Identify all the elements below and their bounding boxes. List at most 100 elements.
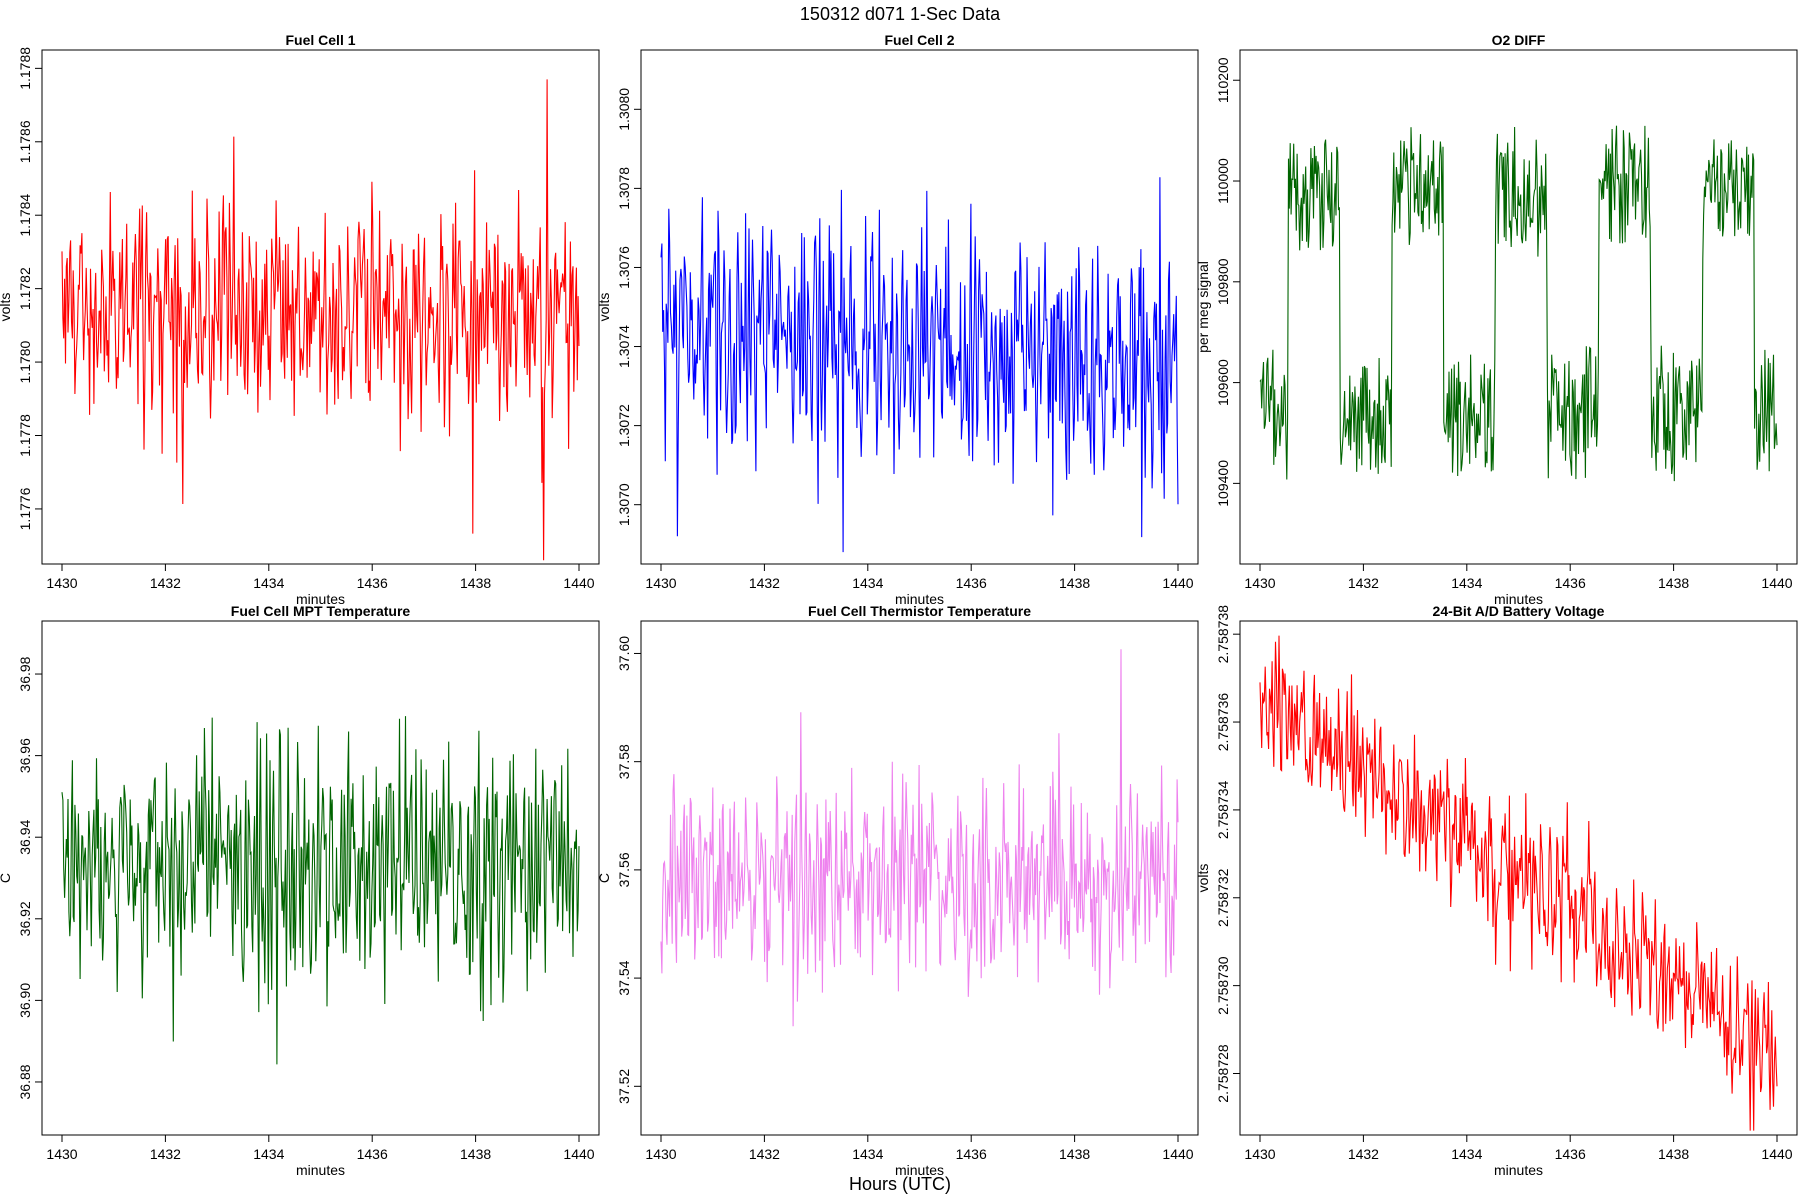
- y-tick-label: 1.1786: [17, 120, 33, 163]
- figure-xlabel: Hours (UTC): [849, 1174, 951, 1194]
- y-tick-label: 1.3076: [616, 246, 632, 289]
- x-tick-label: 1438: [1658, 575, 1689, 591]
- y-tick-label: 1.3072: [616, 404, 632, 447]
- x-tick-label: 1432: [1348, 575, 1379, 591]
- x-tick-label: 1432: [1348, 1146, 1379, 1162]
- x-tick-label: 1434: [1451, 1146, 1482, 1162]
- y-tick-label: 1.1788: [17, 47, 33, 90]
- y-tick-label: 109400: [1215, 460, 1231, 507]
- y-tick-label: 109600: [1215, 359, 1231, 406]
- x-tick-label: 1436: [956, 575, 987, 591]
- y-axis-label: volts: [596, 293, 612, 322]
- plot-frame: [41, 49, 600, 565]
- chart-panel: 24-Bit A/D Battery Voltage 1430 1432 1434 14…: [1195, 603, 1798, 1178]
- chart-title: 24-Bit A/D Battery Voltage: [1433, 603, 1605, 619]
- plot-frame: [640, 49, 1199, 565]
- x-tick-label: 1430: [645, 575, 676, 591]
- x-axis-label: minutes: [296, 591, 345, 607]
- x-tick-label: 1440: [1162, 575, 1193, 591]
- x-axis-label: minutes: [895, 1162, 944, 1178]
- x-axis-label: minutes: [895, 591, 944, 607]
- chart-title: Fuel Cell 2: [884, 32, 954, 48]
- x-tick-label: 1436: [1555, 1146, 1586, 1162]
- x-tick-label: 1432: [150, 575, 181, 591]
- x-tick-label: 1432: [749, 1146, 780, 1162]
- chart-title: Fuel Cell Thermistor Temperature: [808, 603, 1031, 619]
- y-tick-label: 36.94: [17, 819, 33, 854]
- x-tick-label: 1436: [1555, 575, 1586, 591]
- y-tick-label: 110000: [1215, 158, 1231, 204]
- chart-title: O2 DIFF: [1492, 32, 1546, 48]
- x-tick-label: 1434: [852, 575, 883, 591]
- plot-frame: [41, 620, 600, 1136]
- x-tick-label: 1436: [357, 575, 388, 591]
- y-tick-label: 37.60: [616, 636, 632, 671]
- y-tick-label: 37.58: [616, 744, 632, 779]
- x-tick-label: 1440: [563, 575, 594, 591]
- figure-title: 150312 d071 1-Sec Data: [800, 4, 1001, 24]
- x-tick-label: 1438: [1059, 575, 1090, 591]
- x-tick-label: 1430: [1244, 575, 1275, 591]
- y-tick-label: 36.98: [17, 656, 33, 691]
- chart-panel: Fuel Cell 1 1430 1432 1434 1436 1438 1440 minut…: [0, 32, 600, 607]
- x-tick-label: 1430: [1244, 1146, 1275, 1162]
- y-axis-label: per meg signal: [1195, 261, 1211, 353]
- y-axis-label: C: [0, 873, 13, 883]
- y-tick-label: 1.1780: [17, 340, 33, 383]
- x-axis-label: minutes: [1494, 591, 1543, 607]
- y-tick-label: 2.758732: [1215, 868, 1231, 927]
- plot-frame: [1239, 49, 1798, 565]
- y-tick-label: 1.3078: [616, 167, 632, 210]
- x-tick-label: 1438: [1059, 1146, 1090, 1162]
- y-axis-label: volts: [0, 293, 13, 322]
- y-tick-label: 1.1778: [17, 414, 33, 457]
- x-tick-label: 1440: [1761, 575, 1792, 591]
- y-tick-label: 1.3080: [616, 88, 632, 131]
- y-tick-label: 2.758728: [1215, 1044, 1231, 1103]
- y-tick-label: 1.1782: [17, 267, 33, 310]
- y-tick-label: 110200: [1215, 57, 1231, 103]
- series-line: [660, 649, 1179, 1027]
- plot-frame: [640, 620, 1199, 1136]
- y-tick-label: 36.92: [17, 901, 33, 936]
- y-tick-label: 36.88: [17, 1064, 33, 1099]
- chart-title: Fuel Cell MPT Temperature: [231, 603, 411, 619]
- series-line: [61, 79, 580, 561]
- x-tick-label: 1430: [645, 1146, 676, 1162]
- series-line: [1259, 635, 1778, 1131]
- y-tick-label: 37.56: [616, 852, 632, 887]
- y-axis-label: C: [596, 873, 612, 883]
- x-tick-label: 1440: [1162, 1146, 1193, 1162]
- chart-panel: Fuel Cell 2 1430 1432 1434 1436 1438 1440 minut…: [596, 32, 1199, 607]
- chart-panel: Fuel Cell MPT Temperature 1430 1432 1434 143…: [0, 603, 600, 1178]
- y-tick-label: 37.54: [616, 960, 632, 995]
- x-tick-label: 1440: [563, 1146, 594, 1162]
- x-axis-label: minutes: [296, 1162, 345, 1178]
- series-line: [660, 177, 1179, 553]
- y-tick-label: 2.758734: [1215, 781, 1231, 840]
- chart-panels: Fuel Cell 1 1430 1432 1434 1436 1438 1440 minut…: [0, 32, 1798, 1178]
- y-tick-label: 1.3070: [616, 483, 632, 526]
- y-tick-label: 37.52: [616, 1069, 632, 1104]
- y-tick-label: 1.1776: [17, 487, 33, 530]
- x-axis-label: minutes: [1494, 1162, 1543, 1178]
- x-tick-label: 1434: [852, 1146, 883, 1162]
- x-tick-label: 1430: [46, 1146, 77, 1162]
- y-tick-label: 1.1784: [17, 194, 33, 237]
- x-tick-label: 1440: [1761, 1146, 1792, 1162]
- x-tick-label: 1436: [956, 1146, 987, 1162]
- chart-panel: Fuel Cell Thermistor Temperature 1430 1432…: [596, 603, 1199, 1178]
- y-axis-label: volts: [1195, 864, 1211, 893]
- x-tick-label: 1438: [1658, 1146, 1689, 1162]
- y-tick-label: 2.758736: [1215, 693, 1231, 752]
- y-tick-label: 2.758730: [1215, 956, 1231, 1015]
- x-tick-label: 1430: [46, 575, 77, 591]
- y-tick-label: 36.90: [17, 983, 33, 1018]
- x-tick-label: 1434: [253, 1146, 284, 1162]
- x-tick-label: 1438: [460, 1146, 491, 1162]
- x-tick-label: 1436: [357, 1146, 388, 1162]
- x-tick-label: 1432: [749, 575, 780, 591]
- chart-title: Fuel Cell 1: [285, 32, 355, 48]
- plot-frame: [1239, 620, 1798, 1136]
